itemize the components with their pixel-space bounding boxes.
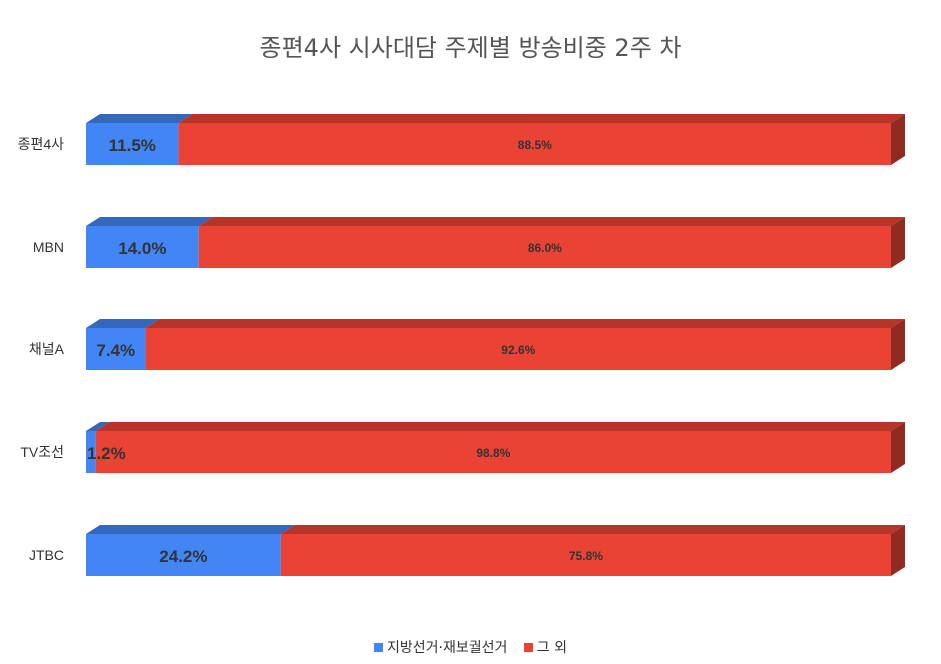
chart-title: 종편4사 시사대담 주제별 방송비중 2주 차 [259, 34, 682, 62]
bar-1-2 [145, 328, 891, 370]
data-label-1-4: 75.8% [569, 549, 603, 563]
legend-swatch-other [523, 642, 533, 652]
legend-item-other[interactable]: 그 외 [523, 637, 568, 657]
category-label-1: MBN [33, 239, 64, 255]
bar-1-1 [198, 226, 891, 268]
bar-top-1-1 [198, 217, 905, 226]
bar-side-2 [891, 319, 905, 370]
legend-item-election[interactable]: 지방선거·재보궐선거 [373, 637, 508, 657]
bar-0-4 [86, 534, 281, 576]
data-label-0-1: 14.0% [118, 239, 166, 258]
bar-side-0 [891, 114, 905, 165]
data-label-0-2: 7.4% [96, 341, 135, 360]
bar-top-0-0 [86, 114, 193, 123]
legend-label-other: 그 외 [536, 640, 568, 656]
legend-swatch-election [373, 642, 383, 652]
bar-side-1 [891, 217, 905, 268]
bar-top-0-3 [86, 422, 110, 431]
bar-0-2 [86, 328, 146, 370]
bar-1-0 [178, 123, 891, 165]
bar-0-0 [86, 123, 179, 165]
bar-top-0-2 [86, 319, 160, 328]
category-label-4: JTBC [29, 547, 64, 563]
bar-top-0-4 [86, 525, 295, 534]
bar-1-4 [280, 534, 891, 576]
bar-top-1-2 [145, 319, 905, 328]
bar-top-1-3 [95, 422, 905, 431]
data-label-1-3: 98.8% [476, 446, 510, 460]
legend: 지방선거·재보궐선거 그 외 [0, 637, 941, 657]
bar-top-0-1 [86, 217, 213, 226]
bar-0-3 [86, 431, 96, 473]
legend-label-election: 지방선거·재보궐선거 [386, 640, 508, 656]
bar-top-1-4 [280, 525, 905, 534]
data-label-1-1: 86.0% [528, 241, 562, 255]
data-label-0-3: 1.2% [87, 444, 126, 463]
data-label-0-4: 24.2% [159, 547, 207, 566]
data-label-0-0: 11.5% [109, 136, 156, 155]
category-label-0: 종편4사 [18, 136, 65, 152]
data-label-1-2: 92.6% [501, 343, 535, 357]
bar-side-3 [891, 422, 905, 473]
bar-top-1-0 [178, 114, 905, 123]
bar-0-1 [86, 226, 199, 268]
bar-side-4 [891, 525, 905, 576]
bar-1-3 [95, 431, 891, 473]
data-label-1-0: 88.5% [518, 138, 552, 152]
category-label-3: TV조선 [20, 444, 64, 460]
category-label-2: 채널A [29, 341, 65, 357]
